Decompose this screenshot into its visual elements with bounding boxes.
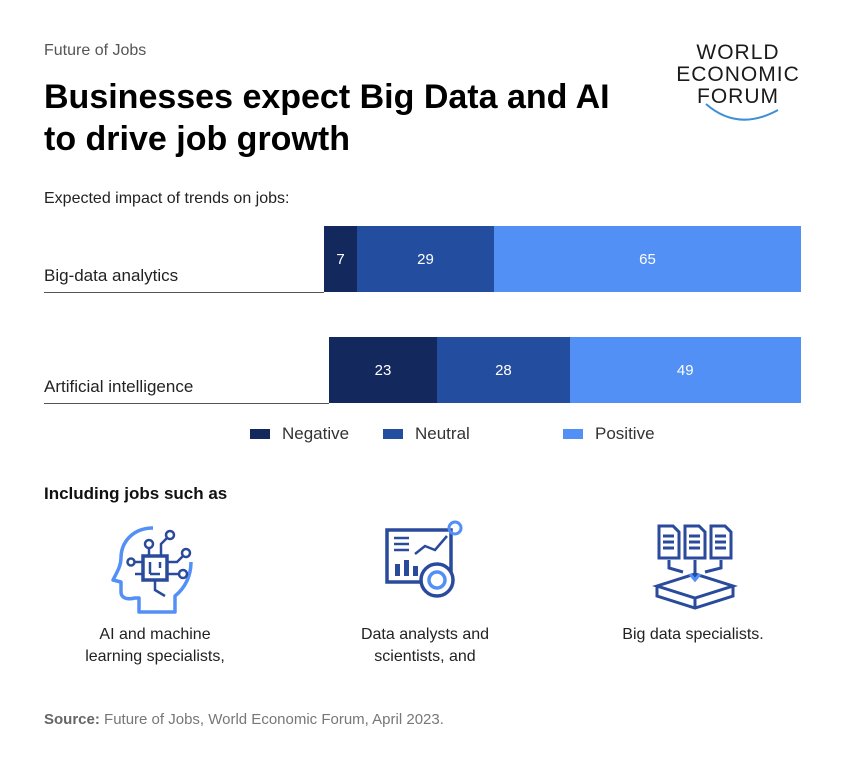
chart-subtitle: Expected impact of trends on jobs:: [44, 190, 290, 207]
job-label-ai-line1: AI and machine: [99, 626, 211, 643]
job-label-bigdata-line1: Big data specialists.: [622, 626, 764, 643]
bar-segment-positive: 65: [494, 226, 801, 292]
legend-label-positive: Positive: [595, 424, 655, 443]
logo-arc-icon: [705, 103, 779, 121]
bar-value-label: 29: [417, 250, 434, 268]
big-data-icon: [652, 524, 738, 610]
logo-line-2: ECONOMIC: [676, 63, 800, 86]
bar-segment-neutral: 28: [437, 337, 570, 403]
job-label-analysts-line1: Data analysts and: [360, 626, 490, 643]
legend-swatch-positive: [563, 429, 583, 439]
eyebrow: Future of Jobs: [44, 42, 147, 59]
category-label: Big-data analytics: [44, 266, 179, 285]
job-card-bigdata: Big data specialists.: [613, 516, 773, 646]
job-card-ai: AI and machine learning specialists,: [75, 516, 235, 668]
source-note: Source: Future of Jobs, World Economic F…: [44, 711, 444, 728]
legend-item-neutral: Neutral: [383, 424, 470, 444]
logo-line-1: WORLD: [696, 41, 780, 64]
legend-item-positive: Positive: [563, 424, 655, 444]
category-label: Artificial intelligence: [44, 377, 194, 396]
source-label: Source:: [44, 711, 100, 728]
ai-head-icon: [111, 526, 193, 614]
job-label-ai: AI and machine learning specialists,: [75, 624, 235, 668]
chart-legend: Negative Neutral Positive: [0, 420, 850, 448]
bar-segment-negative: 7: [323, 226, 358, 292]
row-baseline: [44, 403, 329, 404]
row-baseline: [44, 292, 324, 293]
job-label-analysts-line2: scientists, and: [374, 648, 476, 665]
job-label-ai-line2: learning specialists,: [85, 648, 225, 665]
page-title: Businesses expect Big Data and AI to dri…: [44, 78, 610, 158]
job-label-bigdata: Big data specialists.: [613, 624, 773, 646]
jobs-heading: Including jobs such as: [44, 484, 228, 503]
legend-label-neutral: Neutral: [415, 424, 470, 443]
legend-swatch-neutral: [383, 429, 403, 439]
bar-segment-positive: 49: [569, 337, 801, 403]
bar-value-label: 28: [495, 361, 512, 379]
data-analytics-icon: [385, 520, 463, 598]
bar-value-label: 7: [336, 250, 345, 268]
source-text: Future of Jobs, World Economic Forum, Ap…: [99, 711, 444, 728]
bar-value-label: 49: [676, 361, 694, 379]
legend-label-negative: Negative: [282, 424, 350, 443]
job-card-analysts: Data analysts and scientists, and: [345, 516, 505, 668]
bar-value-label: 65: [639, 250, 656, 268]
wef-logo: WORLD ECONOMIC FORUM: [668, 42, 808, 126]
bar-segment-negative: 23: [328, 337, 438, 403]
job-label-analysts: Data analysts and scientists, and: [345, 624, 505, 668]
bar-segment-neutral: 29: [357, 226, 494, 292]
legend-item-negative: Negative: [250, 424, 349, 444]
bar-value-label: 23: [374, 361, 392, 379]
legend-swatch-negative: [250, 429, 270, 439]
logo-line-3: FORUM: [697, 85, 779, 108]
